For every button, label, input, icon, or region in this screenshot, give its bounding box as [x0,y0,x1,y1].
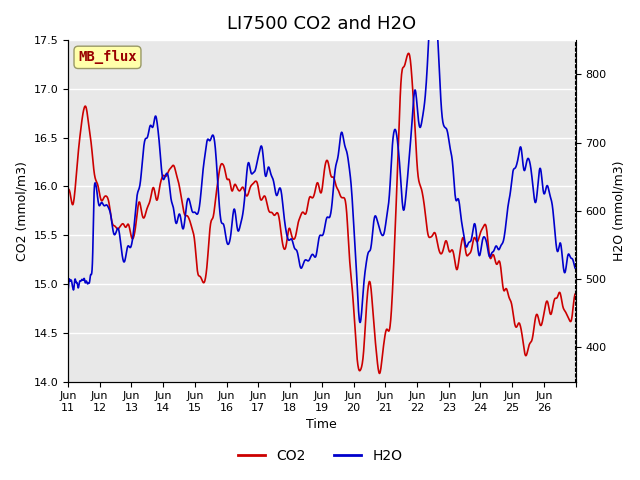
Y-axis label: H2O (mmol/m3): H2O (mmol/m3) [612,161,625,261]
X-axis label: Time: Time [307,419,337,432]
Legend: CO2, H2O: CO2, H2O [232,443,408,468]
Text: MB_flux: MB_flux [78,50,137,64]
Y-axis label: CO2 (mmol/m3): CO2 (mmol/m3) [15,161,28,261]
Title: LI7500 CO2 and H2O: LI7500 CO2 and H2O [227,15,417,33]
